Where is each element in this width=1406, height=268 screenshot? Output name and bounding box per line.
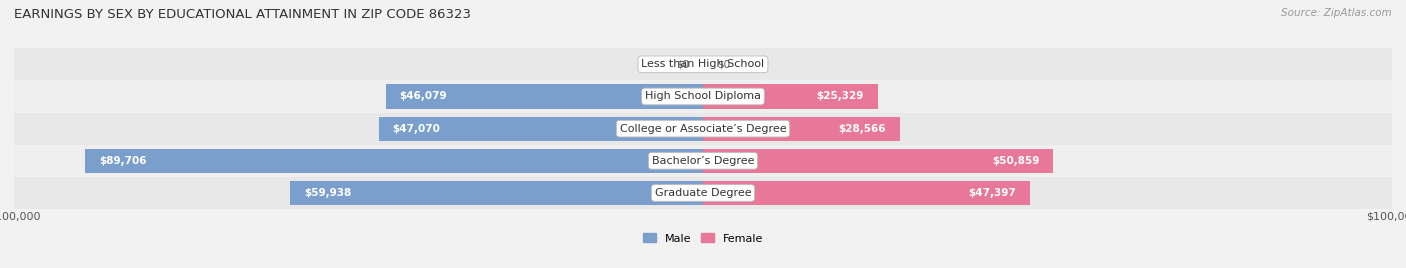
Bar xyxy=(703,84,877,109)
Text: Graduate Degree: Graduate Degree xyxy=(655,188,751,198)
Bar xyxy=(385,84,703,109)
Text: $47,397: $47,397 xyxy=(967,188,1015,198)
Text: $28,566: $28,566 xyxy=(838,124,886,134)
Bar xyxy=(703,181,1029,205)
Bar xyxy=(84,149,703,173)
Bar xyxy=(14,80,1392,113)
Text: Bachelor’s Degree: Bachelor’s Degree xyxy=(652,156,754,166)
Bar xyxy=(703,117,900,141)
Text: EARNINGS BY SEX BY EDUCATIONAL ATTAINMENT IN ZIP CODE 86323: EARNINGS BY SEX BY EDUCATIONAL ATTAINMEN… xyxy=(14,8,471,21)
Bar xyxy=(14,177,1392,209)
Legend: Male, Female: Male, Female xyxy=(643,233,763,244)
Text: $47,070: $47,070 xyxy=(392,124,440,134)
Text: $89,706: $89,706 xyxy=(98,156,146,166)
Bar xyxy=(14,113,1392,145)
Text: $59,938: $59,938 xyxy=(304,188,352,198)
Text: $0: $0 xyxy=(676,59,689,69)
Text: High School Diploma: High School Diploma xyxy=(645,91,761,102)
Text: $0: $0 xyxy=(717,59,730,69)
Text: $25,329: $25,329 xyxy=(817,91,863,102)
Bar xyxy=(14,145,1392,177)
Bar xyxy=(14,48,1392,80)
Text: Less than High School: Less than High School xyxy=(641,59,765,69)
Bar xyxy=(290,181,703,205)
Text: College or Associate’s Degree: College or Associate’s Degree xyxy=(620,124,786,134)
Bar xyxy=(703,149,1053,173)
Text: Source: ZipAtlas.com: Source: ZipAtlas.com xyxy=(1281,8,1392,18)
Text: $46,079: $46,079 xyxy=(399,91,447,102)
Text: $50,859: $50,859 xyxy=(993,156,1039,166)
Bar xyxy=(378,117,703,141)
